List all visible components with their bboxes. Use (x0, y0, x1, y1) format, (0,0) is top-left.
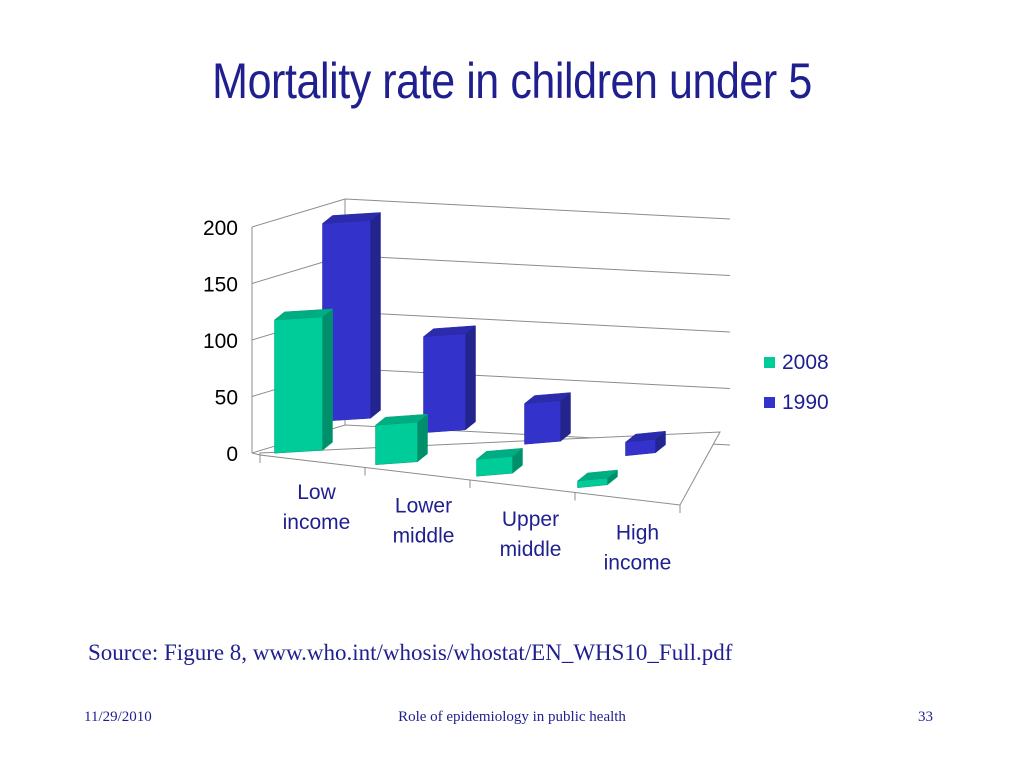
bar-1990 (321, 211, 382, 422)
page-number: 33 (918, 709, 933, 725)
x-category-label: middle (500, 538, 562, 561)
y-tick-label: 0 (226, 443, 238, 466)
y-tick-label: 200 (203, 217, 238, 240)
x-category-label: Low (297, 481, 336, 504)
x-category-label: income (283, 511, 351, 534)
x-category-label: income (604, 552, 672, 575)
source-citation: Source: Figure 8, www.who.int/whosis/who… (88, 640, 733, 665)
bar-2008 (475, 447, 524, 477)
y-tick-label: 150 (203, 274, 238, 297)
bar-1990 (523, 392, 572, 445)
bar-1990 (624, 430, 667, 457)
bar-chart: 0 50 100 150 200 Low income Lower middle Upper mid… (203, 197, 829, 575)
legend-label-1990: 1990 (782, 391, 829, 414)
x-category-label: High (616, 522, 659, 545)
bar-2008 (576, 469, 619, 489)
footer-date: 11/29/2010 (84, 709, 152, 725)
bar-2008 (273, 308, 334, 454)
legend-swatch-1990 (764, 397, 775, 408)
bar-2008 (374, 413, 429, 466)
slide-title: Mortality rate in children under 5 (212, 53, 812, 109)
x-category-label: Lower (395, 495, 452, 518)
y-tick-label: 50 (215, 387, 238, 410)
legend-label-2008: 2008 (782, 351, 829, 374)
y-tick-label: 100 (203, 330, 238, 353)
bar-1990 (422, 325, 477, 434)
footer-title: Role of epidemiology in public health (398, 709, 626, 725)
x-category-label: Upper (502, 508, 559, 531)
legend-swatch-2008 (764, 357, 775, 368)
x-category-label: middle (393, 525, 455, 548)
floor-edge (251, 452, 261, 456)
